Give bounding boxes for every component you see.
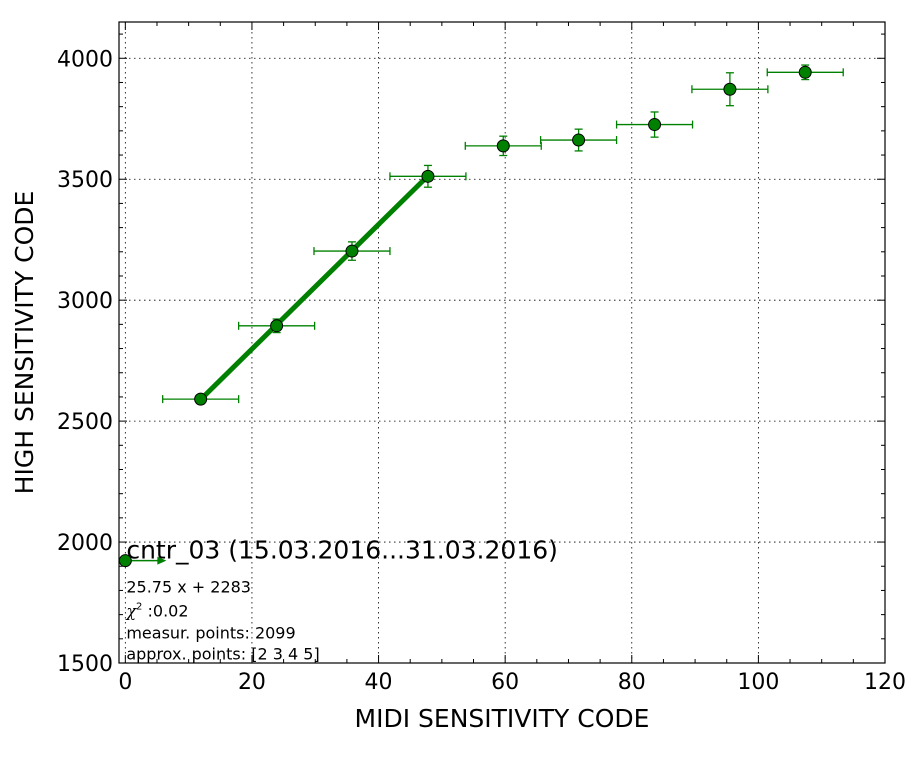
data-point bbox=[496, 139, 510, 153]
y-tick-label: 2500 bbox=[57, 410, 113, 435]
data-point bbox=[421, 169, 435, 183]
data-point bbox=[572, 133, 586, 147]
x-tick-label: 0 bbox=[118, 670, 132, 695]
fit-line bbox=[198, 173, 431, 402]
x-tick-label: 60 bbox=[491, 670, 519, 695]
ticks bbox=[119, 22, 886, 664]
y-tick-label: 2000 bbox=[57, 531, 113, 556]
x-tick-label: 40 bbox=[365, 670, 393, 695]
y-axis-label: HIGH SENSITIVITY CODE bbox=[10, 191, 39, 495]
x-tick-label: 120 bbox=[864, 670, 906, 695]
tick-labels: 0 20 40 60 80 100 120 1500 2000 2500 3000 3500 4000 bbox=[57, 47, 906, 695]
y-tick-label: 3500 bbox=[57, 168, 113, 193]
plot-frame bbox=[118, 21, 886, 664]
data-points bbox=[194, 65, 812, 406]
data-point bbox=[345, 244, 359, 258]
chi2-value: :0.02 bbox=[142, 602, 188, 621]
chi2-symbol: χ bbox=[125, 602, 137, 621]
annotation-title: cntr_03 (15.03.2016...31.03.2016) bbox=[126, 536, 558, 565]
chi2-power: 2 bbox=[136, 602, 142, 613]
data-point bbox=[194, 392, 208, 406]
annotation-approx-points: approx. points: [2 3 4 5] bbox=[126, 645, 319, 664]
data-point bbox=[723, 82, 737, 96]
x-tick-label: 20 bbox=[238, 670, 266, 695]
legend-arrow-head bbox=[157, 556, 167, 565]
x-tick-label: 80 bbox=[618, 670, 646, 695]
data-point bbox=[270, 319, 284, 333]
grid bbox=[119, 22, 885, 663]
data-point bbox=[798, 65, 812, 79]
x-tick-label: 100 bbox=[737, 670, 779, 695]
legend-point bbox=[118, 554, 132, 568]
annotations: cntr_03 (15.03.2016...31.03.2016) 25.75 … bbox=[118, 536, 558, 664]
y-tick-label: 4000 bbox=[57, 47, 113, 72]
annotation-measur-points: measur. points: 2099 bbox=[126, 624, 295, 643]
x-axis-label: MIDI SENSITIVITY CODE bbox=[355, 704, 650, 733]
y-tick-label: 3000 bbox=[57, 289, 113, 314]
fit-line-group bbox=[198, 173, 431, 402]
annotation-chi2: χ2 :0.02 bbox=[125, 602, 188, 621]
annotation-equation: 25.75 x + 2283 bbox=[126, 578, 251, 597]
data-point bbox=[648, 118, 662, 132]
y-tick-label: 1500 bbox=[57, 652, 113, 677]
